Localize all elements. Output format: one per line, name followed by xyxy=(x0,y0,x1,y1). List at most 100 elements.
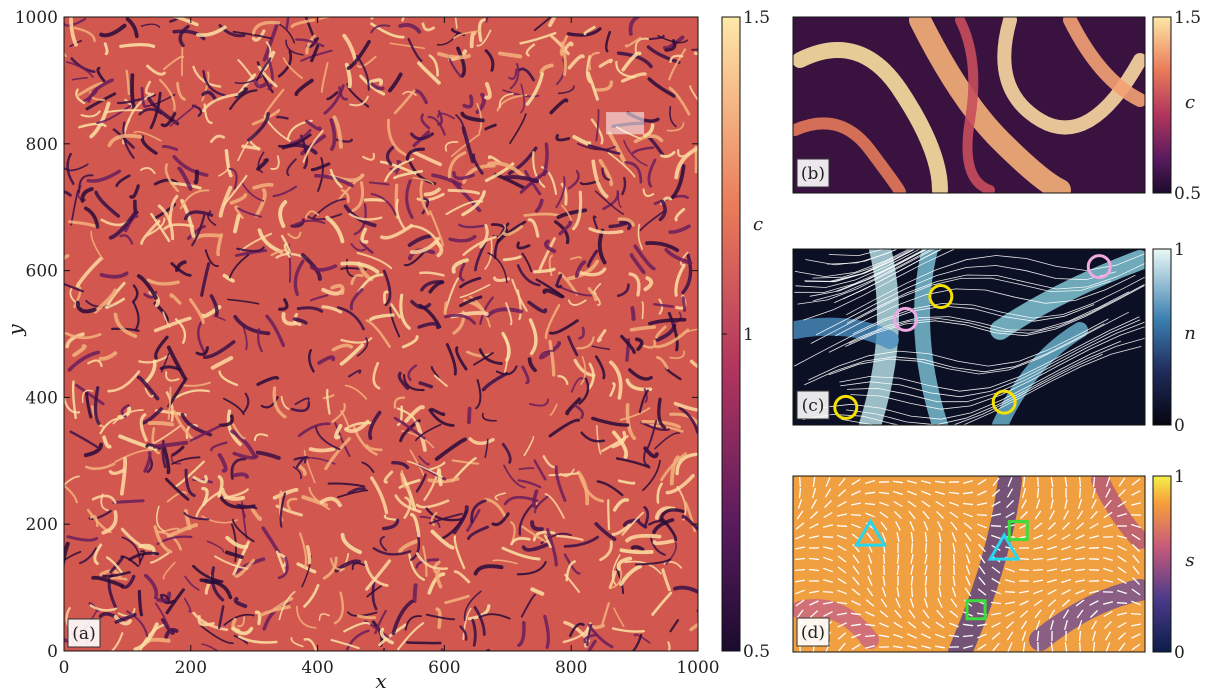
concentration-streak xyxy=(578,377,590,405)
concentration-streak xyxy=(501,442,512,464)
concentration-streak xyxy=(152,440,189,449)
concentration-streak xyxy=(420,113,431,130)
concentration-streak xyxy=(527,357,537,373)
concentration-streak xyxy=(210,134,226,143)
director-segment xyxy=(965,554,971,564)
concentration-streak xyxy=(340,410,350,428)
concentration-streak xyxy=(113,312,138,338)
concentration-streak xyxy=(641,301,644,320)
concentration-streak xyxy=(667,311,679,352)
concentration-streak xyxy=(69,17,78,47)
director-segment xyxy=(1130,623,1142,627)
director-segment xyxy=(991,534,1001,540)
director-segment xyxy=(1005,611,1015,617)
concentration-streak xyxy=(86,169,122,183)
director-segment xyxy=(864,502,876,506)
concentration-streak xyxy=(382,290,389,305)
concentration-streak xyxy=(401,17,405,22)
concentration-streak xyxy=(434,437,467,461)
director-segment xyxy=(1117,589,1127,595)
director-segment xyxy=(851,623,861,627)
concentration-streak xyxy=(444,594,470,605)
director-segment xyxy=(879,511,889,519)
concentration-streak xyxy=(176,81,186,101)
streamline xyxy=(803,249,957,321)
director-segment xyxy=(794,546,806,550)
concentration-streak xyxy=(487,161,525,178)
streamline xyxy=(839,316,1140,392)
director-segment xyxy=(964,532,972,542)
concentration-streak xyxy=(146,278,180,286)
concentration-streak xyxy=(588,227,624,235)
concentration-streak xyxy=(633,633,651,644)
concentration-streak xyxy=(666,122,685,132)
concentration-streak xyxy=(528,318,538,356)
concentration-streak xyxy=(108,211,137,240)
concentration-streak xyxy=(141,407,163,425)
concentration-streak xyxy=(609,382,616,397)
concentration-streak xyxy=(294,78,314,96)
concentration-streak xyxy=(615,457,651,469)
concentration-streak xyxy=(299,532,308,569)
concentration-streak xyxy=(156,591,172,603)
director-segment xyxy=(1036,487,1040,499)
colorbar-a: 0.5 1 1.5 c xyxy=(721,8,770,662)
concentration-streak xyxy=(365,319,391,348)
concentration-streak xyxy=(516,561,547,576)
concentration-streak xyxy=(131,284,139,304)
director-segment xyxy=(1021,630,1027,642)
concentration-streak xyxy=(140,23,161,28)
concentration-streak xyxy=(164,163,180,193)
director-segment xyxy=(938,564,942,576)
director-segment xyxy=(1021,499,1027,509)
director-segment xyxy=(882,553,886,565)
concentration-streak xyxy=(183,210,214,221)
x-tick-label: 0 xyxy=(59,658,70,678)
concentration-streak xyxy=(471,618,477,647)
director-segment xyxy=(896,553,900,565)
concentration-streak xyxy=(607,131,627,165)
concentration-streak xyxy=(466,350,491,358)
concentration-streak xyxy=(569,256,582,260)
director-segment xyxy=(851,478,861,486)
concentration-streak xyxy=(356,252,393,270)
director-segment xyxy=(1036,630,1040,642)
concentration-streak xyxy=(653,302,675,308)
concentration-streak xyxy=(224,148,233,178)
concentration-streak xyxy=(186,224,206,240)
director-segment xyxy=(837,501,847,507)
concentration-streak xyxy=(264,88,285,116)
concentration-streak xyxy=(78,174,94,193)
director-segment xyxy=(795,534,805,540)
concentration-streak xyxy=(521,365,530,385)
director-segment xyxy=(1022,642,1026,652)
concentration-streak xyxy=(560,41,567,77)
concentration-streak xyxy=(73,26,96,43)
director-segment xyxy=(1131,633,1141,639)
concentration-streak xyxy=(684,501,696,533)
director-segment xyxy=(962,502,974,506)
concentration-streak xyxy=(236,616,246,628)
director-segment xyxy=(880,521,888,531)
concentration-streak xyxy=(356,614,377,620)
concentration-streak xyxy=(634,337,644,351)
director-segment xyxy=(852,554,860,564)
concentration-streak xyxy=(616,283,630,298)
concentration-streak xyxy=(387,118,407,156)
concentration-streak xyxy=(434,240,444,258)
colorbar-tick-label: 1 xyxy=(1174,467,1185,487)
director-segment xyxy=(1117,512,1127,518)
director-segment xyxy=(1035,499,1041,509)
concentration-streak xyxy=(418,455,430,466)
concentration-streak xyxy=(238,635,278,644)
concentration-streak xyxy=(218,370,239,387)
concentration-streak xyxy=(445,200,484,216)
concentration-streak xyxy=(64,484,78,504)
concentration-streak xyxy=(214,555,249,570)
concentration-streak xyxy=(543,614,550,649)
concentration-streak xyxy=(549,319,579,335)
concentration-streak xyxy=(64,332,102,340)
concentration-streak xyxy=(668,224,691,234)
director-segment xyxy=(1105,488,1111,498)
concentration-streak xyxy=(140,135,158,155)
